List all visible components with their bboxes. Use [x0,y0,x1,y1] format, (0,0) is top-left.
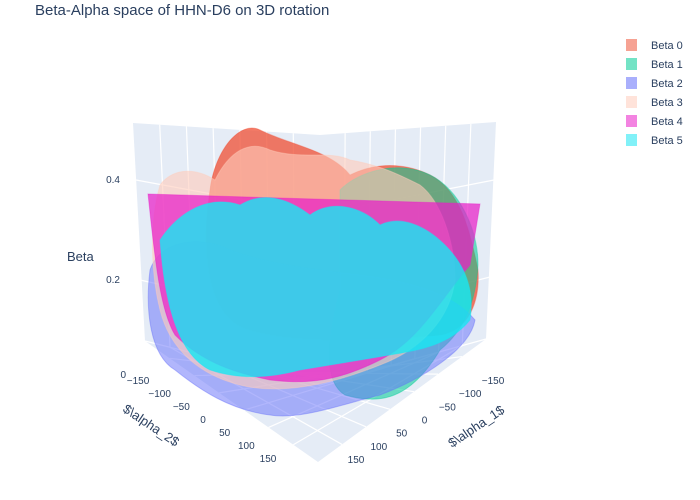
legend-item[interactable]: Beta 2 [626,77,683,90]
legend-item[interactable]: Beta 0 [626,39,683,52]
legend-label: Beta 1 [651,59,683,71]
x-tick-label: −150 [127,376,150,387]
y-tick-label: 0 [422,416,428,427]
z-tick-label: 0.4 [106,175,120,186]
legend: Beta 0 Beta 1 Beta 2 Beta 3 Beta 4 Beta 5 [626,39,683,147]
legend-item[interactable]: Beta 3 [626,96,683,109]
legend-label: Beta 2 [651,78,683,90]
legend-item[interactable]: Beta 4 [626,115,683,128]
legend-label: Beta 5 [651,135,683,147]
surfaces [147,127,481,417]
legend-label: Beta 3 [651,97,683,109]
y-tick-label: −100 [459,389,482,400]
legend-swatch [626,39,637,51]
legend-swatch [626,77,637,89]
chart-title: Beta-Alpha space of HHN-D6 on 3D rotatio… [35,2,329,19]
y-tick-label: 150 [348,455,365,466]
legend-label: Beta 0 [651,40,683,52]
z-axis-title: Beta [67,249,95,264]
y-tick-label: −50 [439,402,456,413]
legend-item[interactable]: Beta 5 [626,134,683,147]
x-tick-label: 100 [238,441,255,452]
z-tick-label: 0.2 [106,275,120,286]
x-tick-label: −100 [148,389,171,400]
legend-label: Beta 4 [651,116,683,128]
y-tick-label: 100 [370,442,387,453]
x-tick-label: 0 [200,415,206,426]
x-tick-label: 50 [219,428,231,439]
y-tick-label: 50 [396,429,408,440]
x-tick-label: 150 [260,454,277,465]
legend-item[interactable]: Beta 1 [626,58,683,71]
legend-swatch [626,134,637,146]
x-tick-label: −50 [173,402,190,413]
surface-beta-5 [159,197,472,378]
legend-swatch [626,96,637,108]
legend-swatch [626,115,637,127]
tick-labels: 00.20.4−150−100−50050100150−150−100−5005… [106,175,505,466]
z-tick-label: 0 [120,370,126,381]
y-tick-label: −150 [482,376,505,387]
legend-swatch [626,58,637,70]
